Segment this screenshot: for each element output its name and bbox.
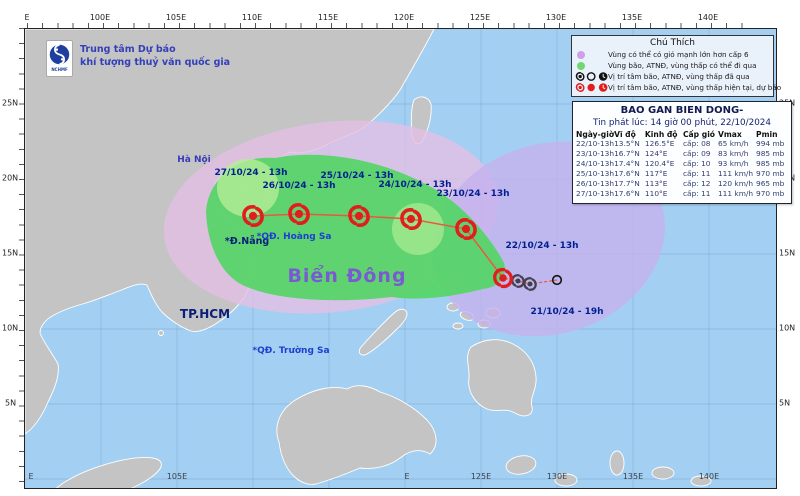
mindanao-island [467,339,537,417]
axis-label: E [24,13,30,22]
axis-label: 10N [779,323,796,333]
track-date-label: 22/10/24 - 13h [505,241,579,251]
storm-passage-zone [206,154,505,301]
axis-label: 130E [545,13,567,22]
axis-label: 10N [2,323,19,333]
agency-name-line1: Trung tâm Dự báo [80,44,176,55]
axis-label: 5N [5,398,17,408]
track-date-label: 23/10/24 - 13h [436,189,510,199]
forecast-typhoon-icon [575,83,585,92]
past-typhoon-icon [575,72,585,81]
track-date-label: 24/10/24 - 13h [378,180,452,190]
axis-label: 110E [241,13,263,22]
table-row: 25/10-13h 17.6°N 117°E cấp: 11 111 km/h 970 m… [576,169,785,178]
uncertainty-circle-luzon [392,203,444,255]
sumatra-island [50,457,162,488]
legend-item: Vị trí tâm bão, ATNĐ, vùng thấp đã qua [575,71,770,82]
forecast-clock-icon [598,82,608,93]
forecast-table: Ngày-giờ Vĩ độ Kinh độ Cấp gió Vmax Pmin… [576,130,788,199]
island-label-hoangsa: *QĐ. Hoàng Sa [256,232,332,242]
bulletin-issued-time: Tin phát lúc: 14 giờ 00 phút, 22/10/2024 [593,118,771,128]
agency-logo: NCHMF [46,40,73,77]
axis-label: 105E [166,472,188,481]
axis-label: 115E [317,13,339,22]
bulletin-title: BAO GAN BIEN DONG- [620,105,744,116]
green-zone-icon [577,61,585,70]
table-row: 27/10-13h 17.6°N 110°E cấp: 11 111 km/h 970 m… [576,189,785,198]
axis-label: 140E [697,13,719,22]
agency-header: NCHMF Trung tâm Dự báo khí tượng thuỷ vă… [46,40,230,77]
island-marker: * [256,232,262,242]
map-canvas: 27/10/24 - 13h 26/10/24 - 13h 25/10/24 -… [24,28,777,489]
axis-label: 130E [546,472,568,481]
table-row: 24/10-13h 17.4°N 120.4°E cấp: 10 93 km/h 985 … [576,159,785,168]
purple-zone-icon [577,50,585,59]
axis-label: 140E [698,472,720,481]
table-row: 22/10-13h 13.5°N 126.5°E cấp: 08 65 km/h 994 … [576,139,785,148]
city-marker: * [224,236,230,247]
logo-text: NCHMF [51,67,68,72]
axis-label: 125E [469,13,491,22]
island-marker: * [252,346,258,356]
city-label-hcmc: TP.HCM [179,307,231,321]
nchmf-emblem-icon [49,43,70,66]
track-date-label: 27/10/24 - 13h [214,168,288,178]
past-circle-icon [587,72,596,81]
axis-label: 25N [2,98,19,108]
city-label-danang: *Đ.Nẵng [224,236,270,247]
longitude-axis-top: E 100E 105E 110E 115E 120E 125E 130E 135… [0,0,800,28]
axis-label: 15N [779,248,796,258]
axis-label: 105E [165,13,187,22]
axis-label: 100E [89,13,111,22]
table-row: 23/10-13h 16.7°N 124°E cấp: 09 83 km/h 985 mb [576,149,785,158]
axis-label: E [28,472,34,481]
table-header-row: Ngày-giờ Vĩ độ Kinh độ Cấp gió Vmax Pmin [576,130,778,139]
legend-title: Chú Thích [650,38,695,48]
track-date-label: 21/10/24 - 19h [530,307,604,317]
axis-label: 20N [2,173,19,183]
legend-box: Chú Thích Vùng có thể có gió mạnh lớn hơ… [571,35,781,97]
axis-label: 120E [393,13,415,22]
axis-label: 5N [779,398,791,408]
uncertainty-circle-west [217,159,279,217]
city-label-hanoi: Hà Nội [177,155,211,165]
sea-label: Biển Đông [287,265,407,287]
current-position-icon [587,83,596,92]
track-date-label: 26/10/24 - 13h [262,181,336,191]
legend-item: Vùng bão, ATNĐ, vùng thấp có thể đi qua [575,60,770,71]
table-row: 26/10-13h 17.7°N 113°E cấp: 12 120 km/h 965 m… [576,179,785,188]
legend-item: Vùng có thể có gió mạnh lớn hơn cấp 6 [575,49,770,60]
borneo-island [276,385,437,485]
axis-label: 135E [622,472,644,481]
track-date-label: 25/10/24 - 13h [320,171,394,181]
latitude-axis-right: 25N 20N 15N 10N 5N [777,28,800,489]
agency-name: Trung tâm Dự báo khí tượng thuỷ văn quốc… [80,40,230,69]
axis-label: 125E [470,472,492,481]
bulletin-box: BAO GAN BIEN DONG- Tin phát lúc: 14 giờ … [572,101,792,204]
agency-name-line2: khí tượng thuỷ văn quốc gia [80,57,231,68]
palawan-island [358,308,408,356]
axis-label: 135E [621,13,643,22]
legend-item: Vị trí tâm bão, ATNĐ, vùng thấp hiện tại… [575,82,781,93]
past-clock-icon [598,71,608,82]
axis-label: 15N [2,248,19,258]
axis-label: E [404,472,410,481]
island-label-truongsa: *QĐ. Trường Sa [252,346,330,356]
map-graphics [25,29,776,488]
latitude-axis-left: 25N 20N 15N 10N 5N [0,28,24,489]
